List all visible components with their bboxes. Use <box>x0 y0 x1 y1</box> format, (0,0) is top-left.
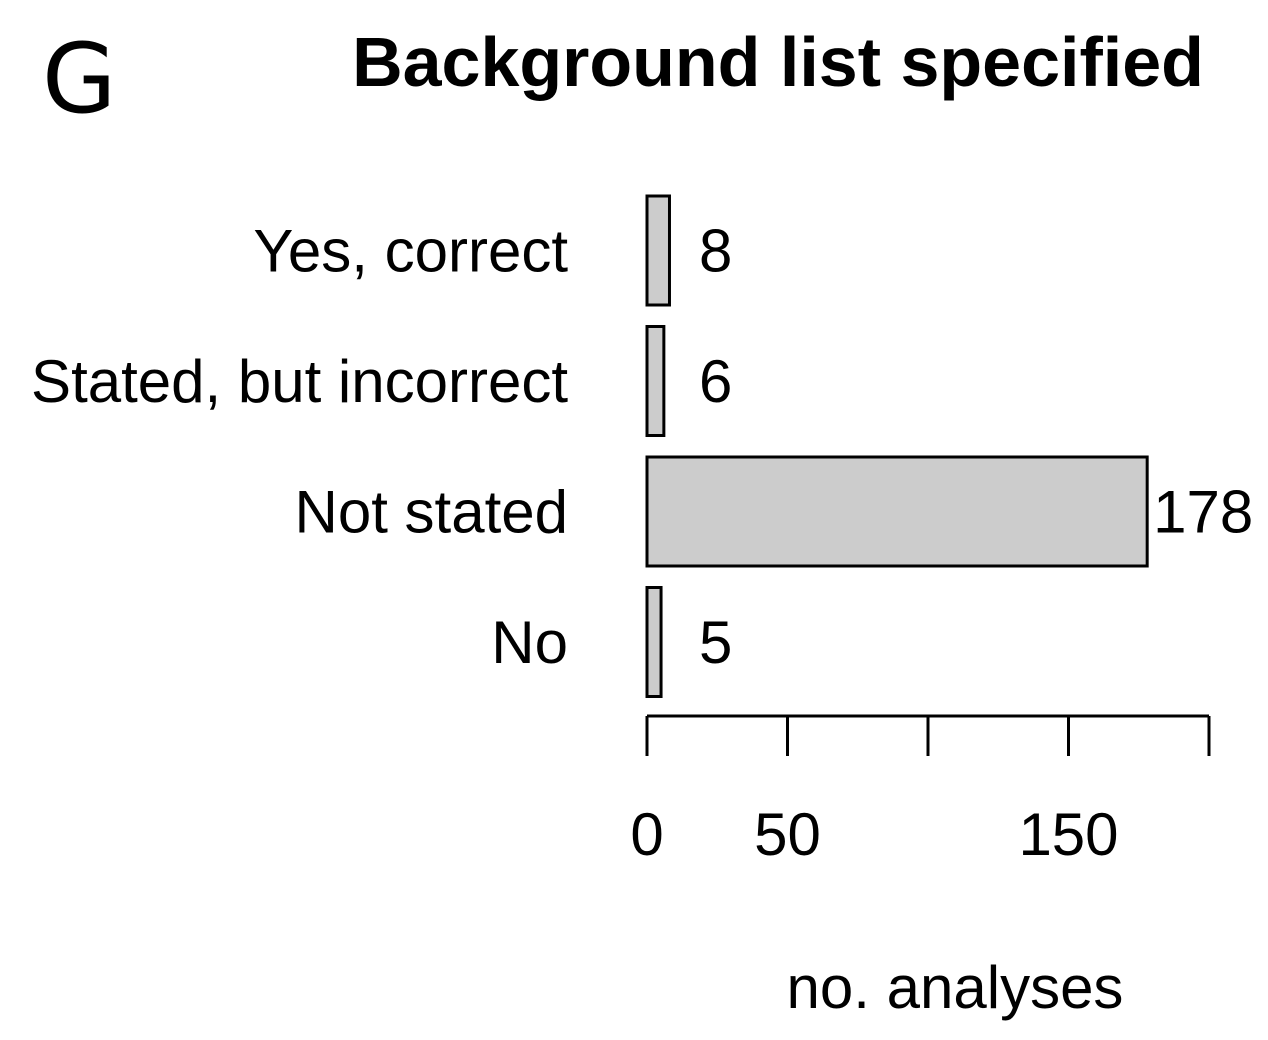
x-tick-label-150: 150 <box>1018 801 1118 868</box>
panel-letter: G <box>42 23 116 135</box>
bar-yes-correct <box>645 194 671 307</box>
x-tick-label-0: 0 <box>630 801 663 868</box>
bar-stated-but-incorrect <box>645 325 666 437</box>
chart-title: Background list specified <box>352 23 1204 101</box>
category-label-yes-correct: Yes, correct <box>253 218 568 285</box>
bars-group: Yes, correct 8 Stated, but incorrect 6 Not s… <box>31 194 1253 698</box>
category-label-stated-but-incorrect: Stated, but incorrect <box>31 348 568 415</box>
value-label-not-stated: 178 <box>1153 479 1253 546</box>
bar-not-stated <box>645 455 1149 568</box>
bar-no <box>645 586 663 698</box>
category-label-not-stated: Not stated <box>295 479 569 546</box>
category-label-no: No <box>491 609 568 676</box>
x-axis: 0 50 150 <box>630 714 1211 868</box>
value-label-stated-but-incorrect: 6 <box>699 348 732 415</box>
value-label-no: 5 <box>699 609 732 676</box>
x-axis-label: no. analyses <box>787 954 1124 1021</box>
value-label-yes-correct: 8 <box>699 218 732 285</box>
x-tick-label-50: 50 <box>754 801 821 868</box>
